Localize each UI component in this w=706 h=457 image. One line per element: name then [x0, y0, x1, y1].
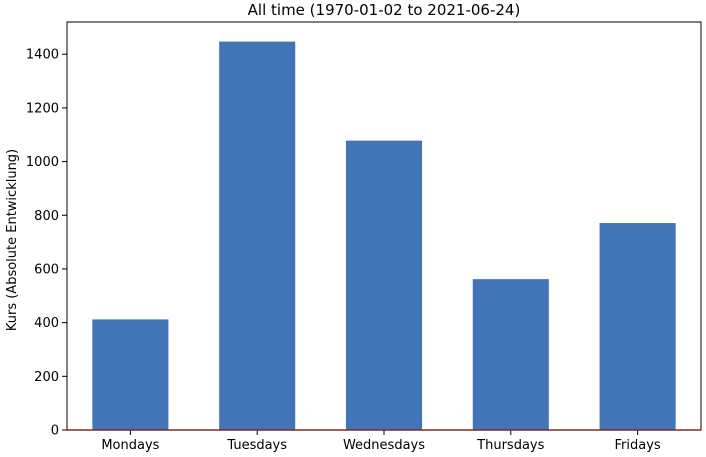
- x-axis-ticks: Mondays Tuesdays Wednesdays Thursdays Friday…: [101, 430, 661, 453]
- x-tick-label-wednesdays: Wednesdays: [343, 438, 425, 453]
- x-tick-label-fridays: Fridays: [615, 438, 661, 453]
- bar-wednesdays: [345, 140, 423, 431]
- bar-mondays: [92, 319, 169, 430]
- y-tick-label-2: 400: [34, 316, 59, 331]
- x-tick-label-mondays: Mondays: [101, 438, 159, 453]
- bar-thursdays: [472, 279, 549, 430]
- y-tick-label-3: 600: [34, 262, 59, 277]
- y-axis-label: Kurs (Absolute Entwicklung): [5, 149, 20, 331]
- bars: [92, 41, 676, 431]
- x-tick-label-thursdays: Thursdays: [476, 438, 544, 453]
- bar-tuesdays: [219, 41, 296, 431]
- y-tick-label-5: 1000: [26, 155, 59, 170]
- y-tick-label-1: 200: [34, 370, 59, 385]
- y-tick-label-0: 0: [51, 424, 59, 439]
- x-tick-label-tuesdays: Tuesdays: [226, 438, 287, 453]
- y-tick-label-4: 800: [34, 209, 59, 224]
- bar-fridays: [599, 223, 676, 430]
- y-tick-label-6: 1200: [26, 101, 59, 116]
- y-tick-label-7: 1400: [26, 48, 59, 63]
- y-axis-ticks: 0 200 400 600 800 1000 1200 1400: [26, 48, 67, 439]
- chart-title: All time (1970-01-02 to 2021-06-24): [248, 1, 521, 19]
